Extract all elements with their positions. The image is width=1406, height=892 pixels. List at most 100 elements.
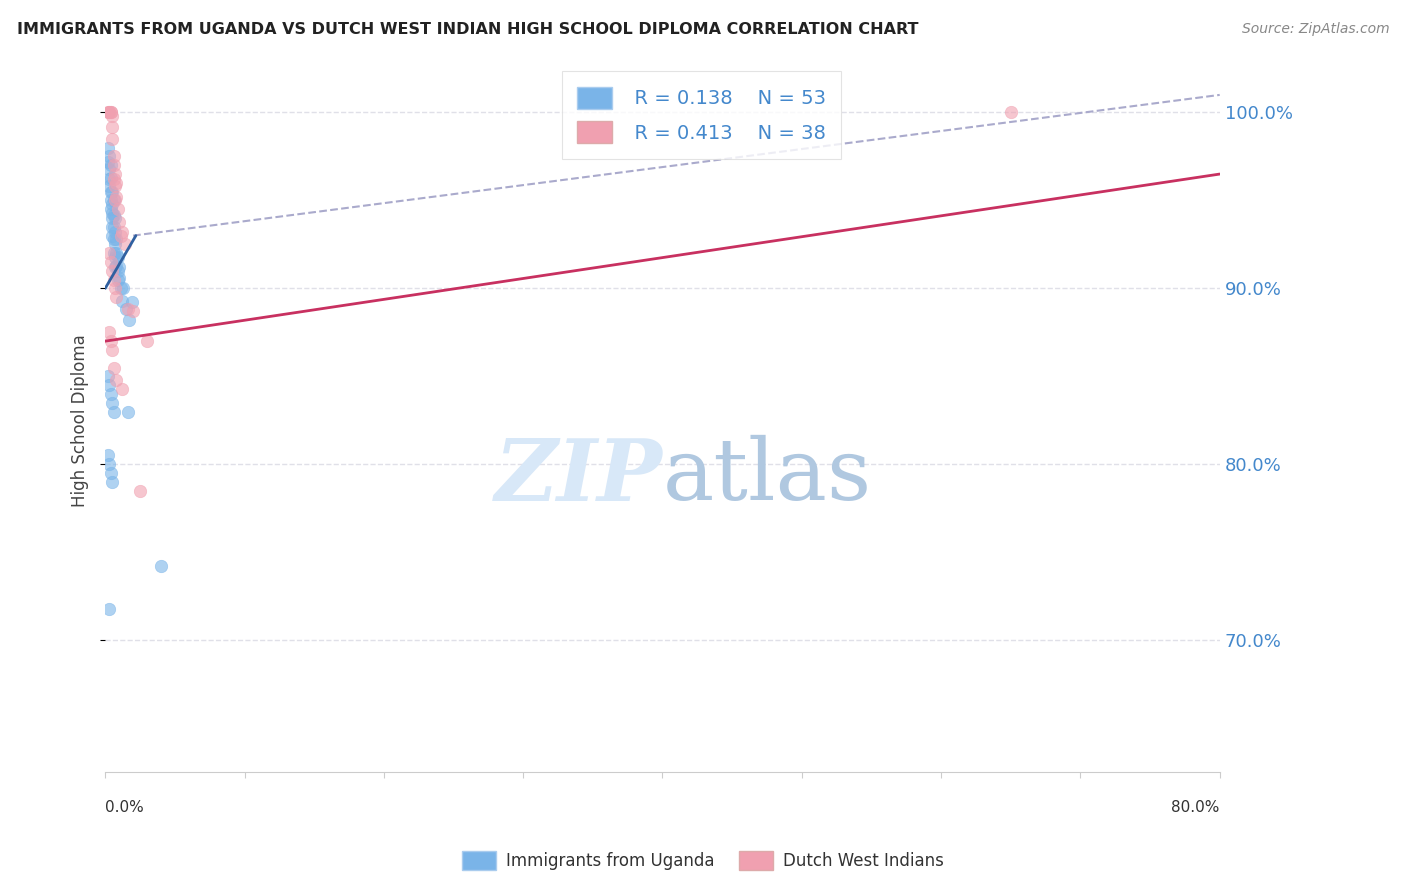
- Point: [101, 206, 124, 220]
- Point: [98, 149, 121, 163]
- Point: [105, 259, 128, 273]
- Point: [105, 176, 128, 190]
- Point: [100, 255, 122, 269]
- Point: [98, 601, 121, 615]
- Point: [101, 132, 124, 146]
- Point: [111, 225, 134, 239]
- Point: [105, 290, 128, 304]
- Point: [98, 378, 121, 392]
- Text: Source: ZipAtlas.com: Source: ZipAtlas.com: [1241, 22, 1389, 37]
- Point: [103, 246, 125, 260]
- Point: [103, 194, 125, 208]
- Point: [98, 161, 121, 176]
- Point: [101, 120, 124, 134]
- Point: [103, 404, 125, 418]
- Point: [103, 272, 125, 286]
- Point: [98, 246, 121, 260]
- Point: [129, 483, 152, 498]
- Point: [103, 232, 125, 246]
- Point: [97, 369, 120, 384]
- Point: [104, 194, 127, 208]
- Point: [108, 270, 131, 285]
- Point: [100, 202, 122, 217]
- Point: [107, 272, 129, 286]
- Point: [98, 105, 121, 120]
- Point: [103, 207, 125, 221]
- Point: [121, 295, 143, 310]
- Point: [149, 559, 172, 574]
- Point: [111, 293, 134, 308]
- Point: [107, 250, 129, 264]
- Point: [101, 395, 124, 409]
- Point: [105, 246, 128, 260]
- Point: [98, 326, 121, 340]
- Point: [118, 313, 141, 327]
- Point: [108, 260, 131, 275]
- Point: [105, 232, 128, 246]
- Point: [104, 167, 127, 181]
- Text: 80.0%: 80.0%: [1171, 800, 1220, 815]
- Point: [104, 225, 127, 239]
- Point: [100, 170, 122, 185]
- Point: [108, 214, 131, 228]
- Point: [98, 179, 121, 194]
- Point: [97, 449, 120, 463]
- Point: [104, 250, 127, 264]
- Text: ZIP: ZIP: [495, 434, 662, 518]
- Y-axis label: High School Diploma: High School Diploma: [72, 334, 89, 507]
- Point: [107, 264, 129, 278]
- Point: [100, 105, 122, 120]
- Legend:   R = 0.138    N = 53,   R = 0.413    N = 38: R = 0.138 N = 53, R = 0.413 N = 38: [561, 71, 841, 159]
- Text: 0.0%: 0.0%: [105, 800, 143, 815]
- Point: [98, 457, 121, 471]
- Point: [101, 228, 124, 243]
- Point: [97, 105, 120, 120]
- Point: [104, 211, 127, 225]
- Point: [101, 264, 124, 278]
- Point: [103, 158, 125, 172]
- Point: [104, 179, 127, 194]
- Point: [122, 304, 145, 318]
- Point: [114, 237, 136, 252]
- Point: [107, 202, 129, 217]
- Point: [110, 228, 132, 243]
- Point: [110, 281, 132, 295]
- Point: [103, 219, 125, 234]
- Point: [97, 141, 120, 155]
- Text: atlas: atlas: [662, 435, 872, 518]
- Point: [112, 281, 135, 295]
- Point: [100, 466, 122, 480]
- Point: [117, 302, 139, 317]
- Point: [100, 194, 122, 208]
- Point: [100, 105, 122, 120]
- Text: IMMIGRANTS FROM UGANDA VS DUTCH WEST INDIAN HIGH SCHOOL DIPLOMA CORRELATION CHAR: IMMIGRANTS FROM UGANDA VS DUTCH WEST IND…: [17, 22, 918, 37]
- Point: [98, 172, 121, 186]
- Point: [104, 260, 127, 275]
- Point: [101, 343, 124, 357]
- Point: [100, 158, 122, 172]
- Point: [97, 154, 120, 169]
- Point: [105, 373, 128, 387]
- Point: [100, 334, 122, 348]
- Point: [115, 302, 138, 317]
- Point: [104, 237, 127, 252]
- Point: [100, 387, 122, 401]
- Legend: Immigrants from Uganda, Dutch West Indians: Immigrants from Uganda, Dutch West India…: [456, 844, 950, 877]
- Point: [101, 211, 124, 225]
- Point: [104, 281, 127, 295]
- Point: [105, 190, 128, 204]
- Point: [1000, 105, 1022, 120]
- Point: [100, 185, 122, 199]
- Point: [103, 149, 125, 163]
- Point: [103, 172, 125, 186]
- Point: [136, 334, 159, 348]
- Point: [101, 197, 124, 211]
- Point: [117, 404, 139, 418]
- Point: [103, 360, 125, 375]
- Point: [101, 475, 124, 489]
- Point: [101, 109, 124, 123]
- Point: [98, 105, 121, 120]
- Point: [101, 185, 124, 199]
- Point: [101, 219, 124, 234]
- Point: [111, 382, 134, 396]
